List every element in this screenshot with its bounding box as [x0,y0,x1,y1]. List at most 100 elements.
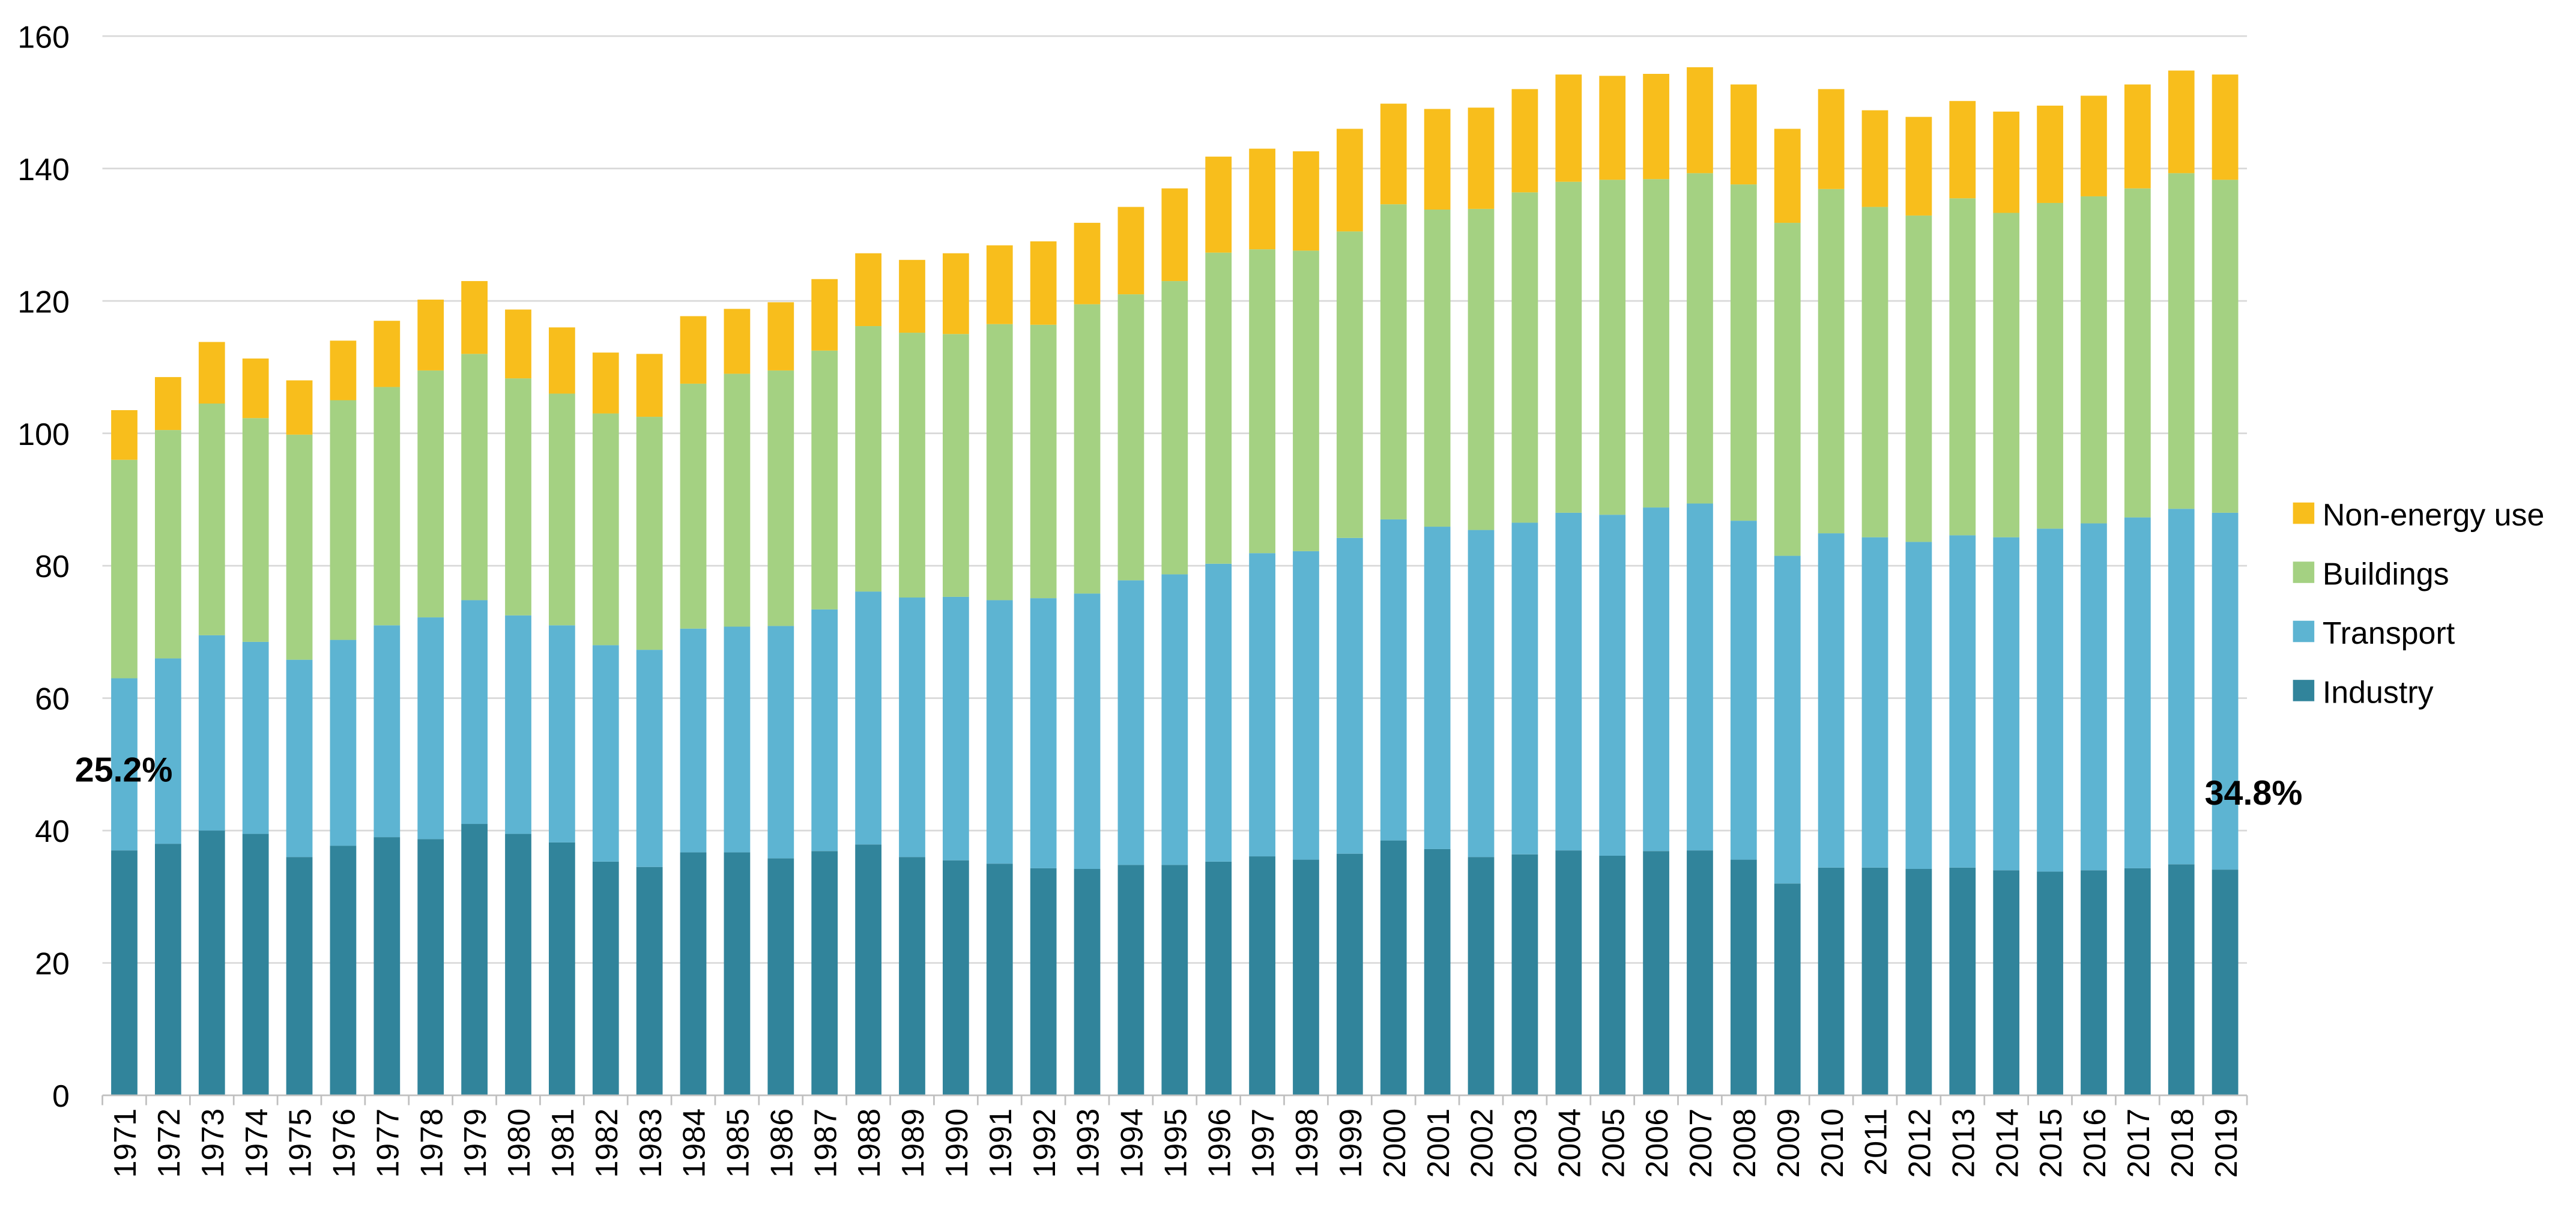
bar-transport-1989 [899,597,925,858]
bar-non-energy-use-2007 [1687,67,1713,174]
bar-transport-1983 [636,650,663,867]
y-tick-label: 120 [17,285,70,319]
bar-buildings-2017 [2124,188,2151,518]
x-tick-label: 2013 [1946,1109,1981,1178]
bar-non-energy-use-1974 [242,358,269,419]
bar-industry-1980 [505,833,531,1096]
bar-transport-2013 [1949,535,1976,868]
bar-buildings-1983 [636,417,663,650]
bar-transport-2008 [1730,521,1757,860]
bar-non-energy-use-1992 [1030,241,1057,325]
bar-buildings-1984 [680,383,707,629]
legend-label: Industry [2323,675,2434,710]
bar-industry-1997 [1249,856,1275,1096]
x-tick-label: 2006 [1640,1109,1675,1178]
x-tick-label: 1987 [808,1109,843,1178]
legend-label: Non-energy use [2323,498,2545,533]
bar-buildings-2004 [1555,181,1582,513]
bar-buildings-1999 [1336,231,1363,538]
bar-transport-2010 [1818,533,1845,868]
bar-buildings-2018 [2168,173,2195,509]
x-tick-label: 1997 [1246,1109,1281,1178]
bar-transport-1991 [986,600,1013,864]
x-tick-label: 1991 [984,1109,1018,1178]
bar-industry-2007 [1687,850,1713,1096]
bar-industry-1977 [373,837,401,1096]
bar-non-energy-use-2001 [1424,109,1451,210]
bar-buildings-1987 [811,350,838,610]
legend-label: Buildings [2323,557,2449,592]
x-tick-labels: 1971 1972 1973 1974 1975 1976 1977 1978 1979 1980… [108,1109,2244,1178]
bar-transport-1972 [155,658,181,844]
bar-buildings-1995 [1161,281,1188,575]
bar-transport-1986 [767,626,794,859]
bar-non-energy-use-2011 [1861,110,1888,207]
bar-transport-1977 [373,625,401,838]
bar-transport-1999 [1336,537,1363,854]
bar-buildings-2015 [2037,202,2063,529]
bar-industry-2002 [1468,857,1495,1096]
bar-non-energy-use-1990 [942,253,969,334]
bar-industry-1982 [592,861,619,1096]
bar-transport-2007 [1687,503,1713,851]
x-tick-label: 1981 [546,1109,581,1178]
x-tick-label: 1985 [721,1109,756,1178]
legend-swatch [2293,561,2315,583]
bars [111,67,2239,1096]
bar-non-energy-use-2010 [1818,89,1845,189]
bar-non-energy-use-1996 [1205,156,1232,253]
bar-buildings-1981 [548,393,575,626]
bar-transport-2012 [1905,542,1932,870]
bar-buildings-1982 [592,413,619,646]
x-tick-label: 2010 [1815,1109,1850,1178]
bar-non-energy-use-1985 [724,309,751,374]
bar-industry-2003 [1511,854,1538,1096]
x-tick-label: 1990 [940,1109,975,1178]
bar-buildings-2001 [1424,209,1451,527]
bar-industry-1979 [461,824,488,1096]
bar-transport-1982 [592,645,619,862]
bar-non-energy-use-1986 [767,302,794,371]
bar-industry-2005 [1599,855,1626,1096]
bar-industry-1996 [1205,861,1232,1096]
bar-industry-2006 [1643,851,1669,1096]
bar-industry-1998 [1293,859,1319,1096]
bar-buildings-1997 [1249,249,1275,554]
y-tick-labels: 0 20 40 60 80 100 120 140 160 [17,20,70,1114]
bar-buildings-2012 [1905,215,1932,542]
bar-industry-1985 [724,852,751,1096]
bar-buildings-1980 [505,378,531,616]
bar-non-energy-use-1984 [680,316,707,384]
bar-non-energy-use-2014 [1993,111,2020,213]
bar-transport-2017 [2124,517,2151,868]
bar-non-energy-use-1980 [505,309,531,379]
bar-buildings-1998 [1293,250,1319,551]
x-tick-label: 2003 [1509,1109,1544,1178]
y-tick-label: 160 [17,20,70,55]
bar-non-energy-use-1997 [1249,148,1275,250]
bar-buildings-1994 [1117,294,1144,581]
x-tick-label: 1975 [283,1109,318,1178]
bar-non-energy-use-1993 [1074,223,1101,304]
bar-industry-1978 [417,839,444,1096]
bar-non-energy-use-1976 [330,340,357,401]
y-tick-label: 100 [17,417,70,452]
bar-non-energy-use-2002 [1468,107,1495,209]
bar-industry-1999 [1336,853,1363,1096]
bar-industry-1992 [1030,868,1057,1096]
bar-industry-1983 [636,867,663,1096]
legend-swatch [2293,620,2315,643]
x-tick-label: 1989 [896,1109,931,1178]
bar-transport-2009 [1774,555,1801,884]
x-tick-label: 2015 [2034,1109,2069,1178]
x-tick-label: 1988 [852,1109,887,1178]
bar-non-energy-use-1998 [1293,151,1319,251]
x-tick-label: 1976 [327,1109,362,1178]
bar-transport-2005 [1599,515,1626,856]
bar-industry-2001 [1424,849,1451,1096]
x-tick-label: 1995 [1158,1109,1193,1178]
bar-transport-1971 [111,678,138,851]
y-tick-label: 60 [35,682,70,717]
bar-industry-2015 [2037,871,2063,1096]
bar-non-energy-use-2004 [1555,74,1582,182]
